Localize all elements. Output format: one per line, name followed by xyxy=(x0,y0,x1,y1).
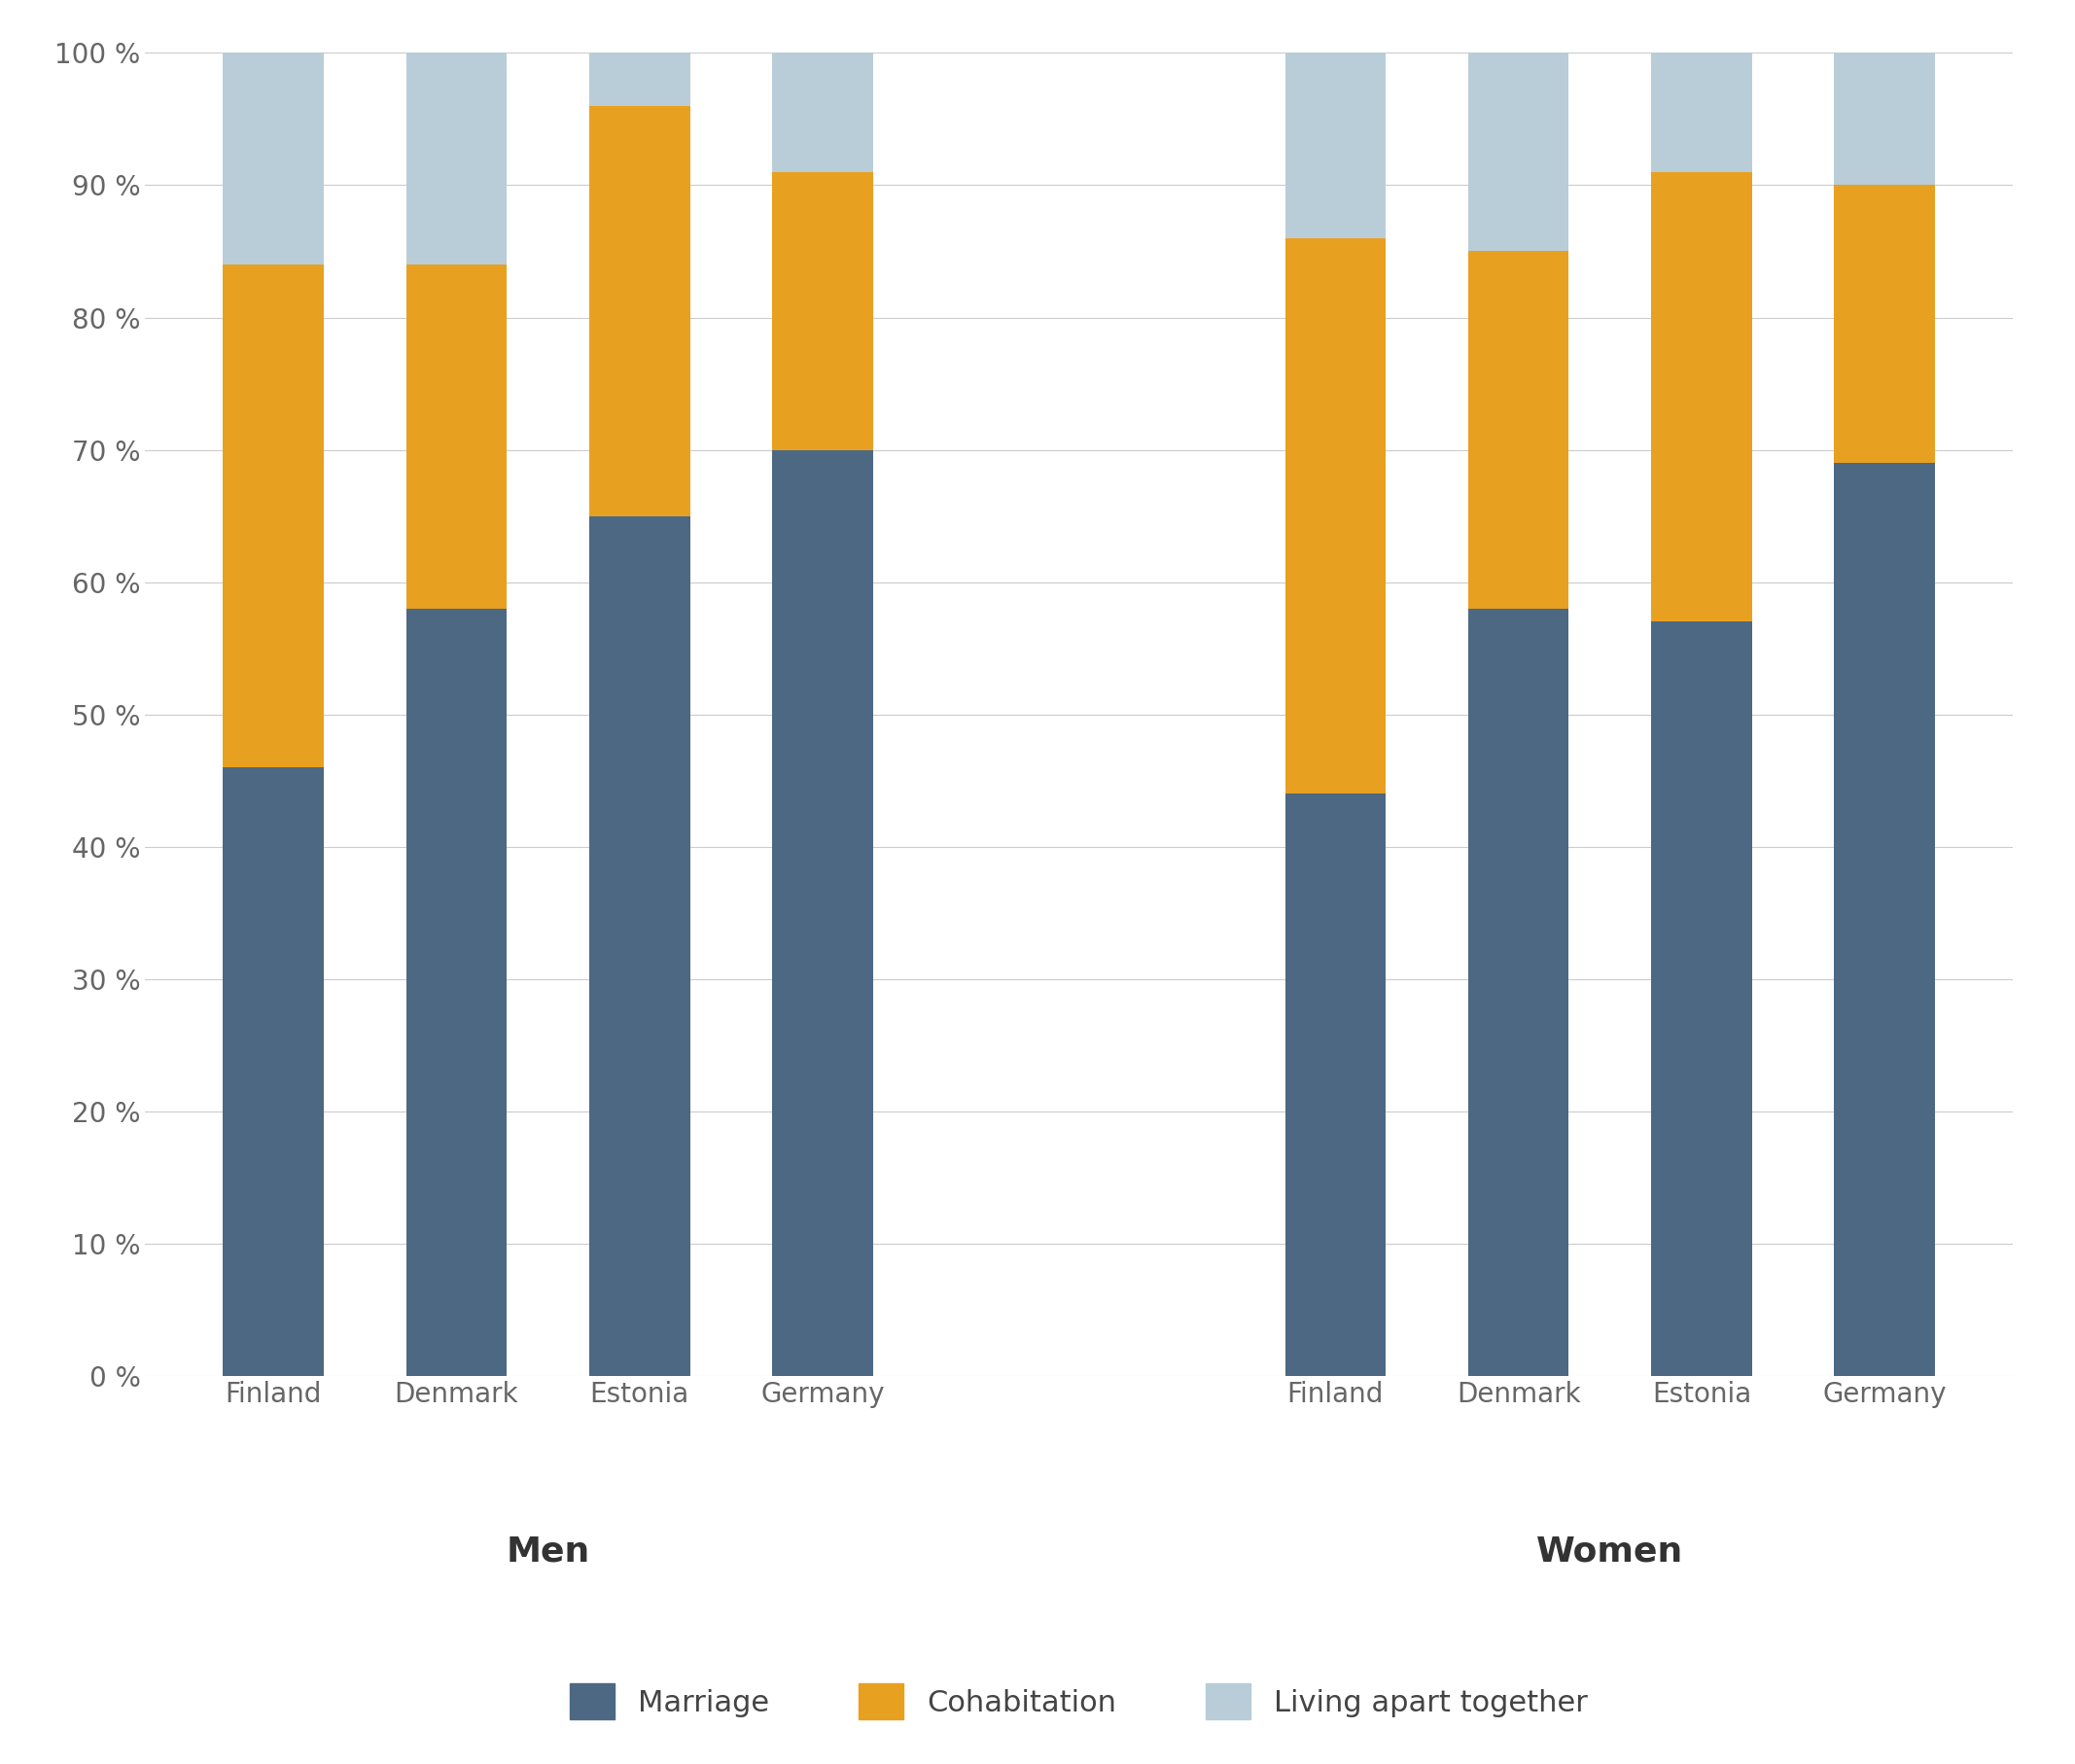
Bar xyxy=(589,53,689,106)
Bar xyxy=(1469,250,1569,609)
Bar xyxy=(772,173,874,450)
Text: Women: Women xyxy=(1536,1535,1683,1568)
Bar xyxy=(772,53,874,173)
Bar xyxy=(589,106,689,515)
Bar xyxy=(1469,609,1569,1376)
Bar xyxy=(589,515,689,1376)
Bar xyxy=(1652,173,1751,621)
Bar xyxy=(224,767,324,1376)
Bar xyxy=(1469,53,1569,252)
Bar xyxy=(407,265,506,609)
Bar xyxy=(1652,621,1751,1376)
Bar xyxy=(1652,53,1751,173)
Bar xyxy=(1284,794,1386,1376)
Bar xyxy=(1834,53,1936,185)
Bar xyxy=(1834,464,1936,1376)
Bar xyxy=(1284,53,1386,238)
Bar xyxy=(772,450,874,1376)
Bar xyxy=(1834,185,1936,464)
Bar xyxy=(407,53,506,265)
Legend: Marriage, Cohabitation, Living apart together: Marriage, Cohabitation, Living apart tog… xyxy=(558,1672,1600,1732)
Bar xyxy=(224,265,324,767)
Bar xyxy=(1284,238,1386,794)
Bar xyxy=(224,53,324,265)
Text: Men: Men xyxy=(506,1535,589,1568)
Bar xyxy=(407,609,506,1376)
